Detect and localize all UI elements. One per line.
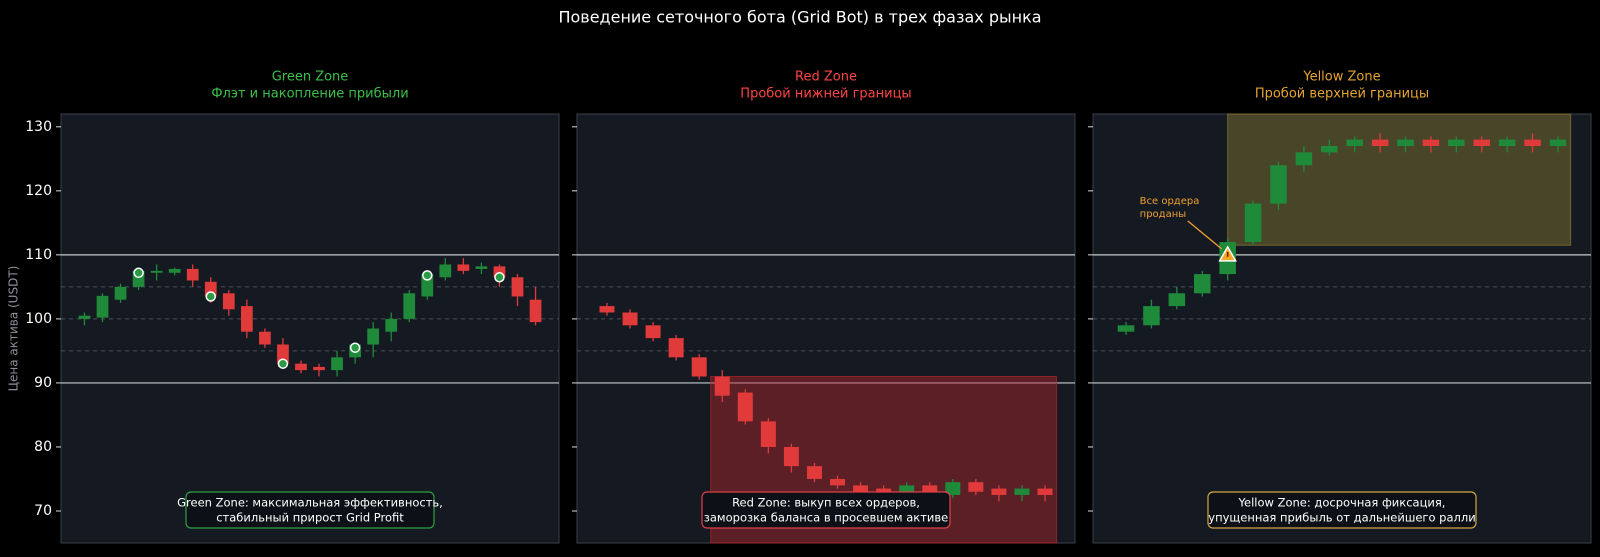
candle-body [1473, 139, 1491, 147]
note-box [185, 491, 435, 529]
candle-body [668, 338, 684, 358]
note-box [1207, 491, 1477, 529]
candle-body [714, 376, 730, 396]
panel-subtitle: Пробой нижней границы [740, 87, 911, 102]
y-tick-label: 90 [34, 375, 52, 391]
candle-body [1193, 274, 1211, 294]
candle-body [331, 357, 343, 371]
candle-body [1244, 203, 1262, 243]
candle-body [1549, 139, 1567, 147]
y-tick-label: 70 [34, 503, 52, 519]
candle-body [439, 264, 452, 278]
candle-body [645, 325, 661, 339]
candle-body [529, 299, 542, 323]
annotation: проданы [1140, 209, 1186, 220]
candle-body [599, 306, 615, 313]
marker [494, 272, 505, 283]
candle-body [830, 478, 846, 486]
candle-body [295, 363, 307, 371]
candle-body [737, 392, 753, 422]
panel-subtitle: Пробой верхней границы [1255, 87, 1429, 102]
note-text: заморозка баланса в просевшем активе [704, 511, 948, 525]
panel-title: Yellow Zone [1302, 70, 1380, 85]
candle-body [96, 295, 109, 318]
panel-subtitle: Флэт и накопление прибыли [211, 87, 408, 102]
marker [422, 270, 433, 281]
candle-body [622, 312, 638, 326]
candle-body [1014, 488, 1030, 495]
candle-body [259, 331, 271, 345]
candle-body [168, 268, 181, 273]
candle-body [899, 485, 915, 495]
candle-body [457, 264, 470, 271]
candle-body [385, 318, 398, 332]
candle-body [1037, 488, 1053, 495]
candle-body [186, 268, 199, 281]
candle-body [277, 344, 289, 364]
candle-body [313, 366, 325, 371]
candle-body [475, 266, 488, 269]
marker [277, 358, 289, 369]
candle-body [78, 315, 91, 319]
candle-body [968, 482, 984, 492]
candle-body [114, 286, 127, 300]
candle-body [240, 306, 253, 332]
y-tick-label: 100 [25, 311, 52, 327]
annotation-arrow [1187, 220, 1223, 250]
note-text: Yellow Zone: досрочная фиксация, [1238, 496, 1446, 510]
candle-body [1295, 152, 1313, 166]
candle-body [1371, 139, 1389, 147]
candle-body [1168, 293, 1186, 307]
candle-body [367, 328, 380, 345]
y-axis-label: Цена актива (USDT) [7, 266, 21, 392]
annotation: Все ордера [1140, 196, 1200, 207]
note-text: Red Zone: выкуп всех ордеров, [732, 496, 920, 510]
y-tick-label: 130 [25, 119, 52, 135]
candle-body [493, 266, 506, 278]
y-tick-label: 120 [25, 183, 52, 199]
candle-body [1270, 165, 1287, 204]
panel-title: Green Zone [272, 70, 349, 85]
marker [133, 267, 144, 279]
note-text: Green Zone: максимальная эффективность, [177, 496, 443, 510]
candle-body [132, 270, 145, 287]
candle-body [1397, 139, 1414, 147]
candle-body [1117, 325, 1135, 332]
candle-body [1422, 139, 1440, 147]
candle-body [783, 446, 799, 467]
note-text: упущенная прибыль от дальнейшего ралли [1208, 511, 1475, 525]
candle-body [1524, 139, 1541, 147]
candle-body [760, 421, 776, 447]
candle-body [204, 281, 217, 297]
y-tick-label: 80 [34, 439, 52, 455]
candle-body [922, 485, 938, 495]
candle-body [806, 466, 822, 479]
note-box [701, 491, 951, 529]
candle-body [945, 482, 961, 495]
candle-body [991, 488, 1007, 495]
note-text: стабильный прирост Grid Profit [216, 511, 404, 525]
candle-body [691, 357, 707, 377]
candle-body [403, 293, 416, 319]
marker [205, 291, 217, 302]
panel [1092, 113, 1592, 544]
y-tick-label: 110 [25, 247, 52, 263]
candle-body [150, 270, 163, 273]
candle-body [1346, 139, 1363, 147]
candle-body [511, 277, 524, 297]
candle-body [853, 485, 869, 492]
figure-title: Поведение сеточного бота (Grid Bot) в тр… [558, 8, 1041, 27]
candle-body [222, 293, 235, 310]
candle-body [1448, 139, 1465, 147]
candle-body [1143, 306, 1160, 326]
candle-body [1321, 146, 1338, 153]
panel-title: Red Zone [795, 70, 857, 85]
panel [60, 113, 560, 544]
candle-body [421, 274, 434, 297]
marker [349, 342, 361, 353]
candle-body [1498, 139, 1516, 147]
